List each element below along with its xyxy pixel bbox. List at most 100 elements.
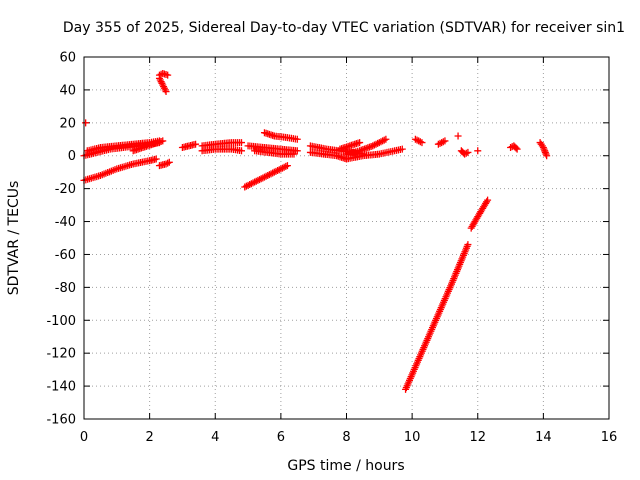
x-tick-label: 10 xyxy=(404,430,421,445)
x-axis-label: GPS time / hours xyxy=(287,458,404,474)
data-point xyxy=(244,181,252,189)
data-point xyxy=(413,136,421,144)
data-point xyxy=(290,150,298,158)
data-point xyxy=(264,171,272,179)
data-point xyxy=(293,147,301,155)
data-point xyxy=(539,144,547,151)
data-point xyxy=(267,170,275,178)
series-arc-7 xyxy=(155,158,173,170)
data-point xyxy=(242,182,250,190)
data-point xyxy=(165,158,173,166)
series-arc-26 xyxy=(474,147,482,155)
data-point xyxy=(382,135,390,143)
data-point xyxy=(161,86,169,94)
data-point xyxy=(542,150,550,158)
y-tick-label: 0 xyxy=(68,149,76,164)
series-arc-17 xyxy=(336,139,364,153)
series-arc-20 xyxy=(402,241,472,393)
series-arc-8 xyxy=(178,140,200,151)
x-tick-label: 4 xyxy=(211,430,219,445)
x-tick-label: 0 xyxy=(80,430,88,445)
data-point xyxy=(280,163,288,171)
data-point xyxy=(192,140,200,148)
data-point xyxy=(246,181,254,189)
data-point xyxy=(375,139,383,147)
data-point xyxy=(238,147,245,155)
series-arc-22 xyxy=(411,135,426,147)
data-point xyxy=(464,148,472,156)
data-point xyxy=(279,164,287,172)
data-point xyxy=(252,177,260,185)
y-tick-label: -140 xyxy=(46,380,76,395)
data-point xyxy=(162,160,170,168)
data-point xyxy=(160,83,168,91)
y-tick-label: -120 xyxy=(46,347,76,362)
data-point xyxy=(251,178,259,186)
data-point xyxy=(438,139,446,147)
data-point xyxy=(238,139,245,147)
data-point xyxy=(380,136,388,144)
data-point xyxy=(158,79,166,87)
series-arc-10 xyxy=(198,145,245,155)
y-tick-label: -100 xyxy=(46,314,76,329)
data-point xyxy=(162,88,170,96)
data-point xyxy=(541,148,549,156)
data-point xyxy=(434,140,442,148)
data-point xyxy=(462,149,470,157)
chart-title: Day 355 of 2025, Sidereal Day-to-day VTE… xyxy=(63,20,625,36)
y-tick-label: -20 xyxy=(55,182,76,197)
data-point xyxy=(159,81,167,89)
data-point xyxy=(293,135,301,143)
data-point xyxy=(156,76,164,84)
data-point xyxy=(157,78,165,86)
data-point xyxy=(155,74,163,82)
series-arc-9 xyxy=(198,139,245,150)
series-arc-12 xyxy=(251,147,298,158)
data-point xyxy=(356,139,364,147)
y-axis-label: SDTVAR / TECUs xyxy=(6,181,22,296)
x-tick-label: 2 xyxy=(145,430,153,445)
series-arc-6 xyxy=(155,74,170,96)
data-point xyxy=(411,135,419,143)
data-point xyxy=(262,172,270,180)
data-point xyxy=(416,138,424,146)
data-point xyxy=(541,147,549,155)
y-tick-label: 60 xyxy=(59,51,76,66)
data-point xyxy=(260,173,268,181)
plot-frame xyxy=(83,56,610,420)
x-axis: 0 2 4 6 8 10 12 14 16 xyxy=(80,57,617,445)
data-markers xyxy=(80,69,551,393)
y-tick-label: -80 xyxy=(55,281,76,296)
data-point xyxy=(282,162,290,170)
data-point xyxy=(418,139,426,147)
data-point xyxy=(82,119,90,127)
data-point xyxy=(484,196,492,204)
data-point xyxy=(461,150,469,158)
series-arc-16 xyxy=(306,148,350,163)
data-point xyxy=(439,138,447,146)
data-point xyxy=(377,138,385,146)
data-point xyxy=(441,137,449,145)
data-point xyxy=(254,176,262,184)
data-point xyxy=(283,162,291,170)
data-point xyxy=(369,142,377,150)
data-point xyxy=(379,137,387,145)
data-point xyxy=(275,166,283,174)
data-point xyxy=(454,132,462,140)
data-point xyxy=(415,137,423,145)
y-axis: -160 -140 -120 -100 -80 -60 -40 -20 0 20 40 60 xyxy=(46,51,609,428)
series-arc-13 xyxy=(241,162,291,191)
series-arc-29 xyxy=(536,139,551,160)
data-point xyxy=(160,84,168,92)
series-arc-5 xyxy=(155,69,172,79)
data-point xyxy=(370,141,378,149)
data-point xyxy=(513,145,521,153)
series-arc-18 xyxy=(343,135,390,158)
data-point xyxy=(249,179,257,187)
data-point xyxy=(269,169,277,177)
data-point xyxy=(241,183,249,191)
series-arc-28 xyxy=(507,142,521,153)
data-point xyxy=(274,167,282,175)
x-tick-label: 14 xyxy=(535,430,552,445)
data-point xyxy=(372,140,380,148)
